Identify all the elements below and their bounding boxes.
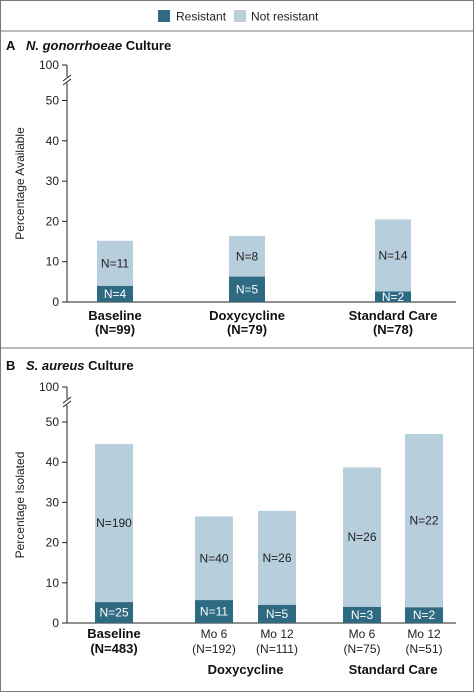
y-tick-label: 20 (46, 536, 60, 550)
category-sublabel: (N=75) (343, 642, 380, 656)
category-sublabel: (N=99) (95, 322, 135, 337)
y-tick-label: 20 (46, 214, 60, 228)
category-label: Baseline (88, 308, 141, 323)
bar-label-resistant: N=5 (266, 607, 289, 621)
y-tick-label: 30 (46, 495, 60, 509)
y-tick-label: 30 (46, 174, 60, 188)
panel-b-title: S. aureus Culture (26, 358, 134, 373)
bar-label-not-resistant: N=26 (347, 530, 376, 544)
category-label: Mo 12 (407, 627, 441, 641)
bar-not-resistant (95, 444, 133, 603)
bar-not-resistant (258, 510, 296, 605)
bar-label-not-resistant: N=190 (96, 516, 132, 530)
category-sublabel: (N=78) (373, 322, 413, 337)
panel-b-header: B S. aureus Culture (6, 358, 134, 373)
bar-label-not-resistant: N=8 (236, 249, 259, 263)
bar-label-resistant: N=2 (382, 290, 405, 304)
category-label: Baseline (87, 626, 140, 641)
category-sublabel: (N=79) (227, 322, 267, 337)
panel-b-letter: B (6, 358, 15, 373)
bar-not-resistant (97, 240, 133, 286)
bar-not-resistant (405, 434, 443, 608)
bar-label-resistant: N=11 (200, 605, 228, 619)
bar-label-resistant: N=4 (104, 287, 127, 301)
category-sublabel: (N=483) (90, 641, 137, 656)
legend-swatch-not-resistant (234, 10, 246, 22)
bar-resistant (97, 285, 133, 302)
bar-resistant (375, 291, 411, 302)
axis-break-mark (62, 400, 72, 408)
y-tick-label: 50 (46, 94, 60, 108)
legend-label-not-resistant: Not resistant (251, 10, 319, 24)
bar-not-resistant (229, 235, 265, 277)
y-axis-label: Percentage Available (13, 127, 27, 240)
category-label: Standard Care (349, 308, 438, 323)
category-sublabel: (N=51) (405, 642, 442, 656)
bar-label-not-resistant: N=14 (378, 248, 407, 262)
panel-a-title: N. gonorrhoeae Culture (26, 38, 171, 53)
bar-resistant (229, 276, 265, 302)
y-tick-label: 0 (52, 295, 59, 309)
axis-break-mark (62, 396, 72, 404)
panel-a-title-organism: N. gonorrhoeae (26, 38, 122, 53)
bar-label-resistant: N=3 (351, 608, 374, 622)
bar-label-not-resistant: N=40 (199, 551, 228, 565)
panel-b-title-rest: Culture (85, 358, 134, 373)
legend-swatch-resistant (158, 10, 170, 22)
y-tick-label: 50 (46, 415, 60, 429)
category-label: Mo 6 (349, 627, 376, 641)
group-label: Standard Care (349, 662, 438, 677)
bar-resistant (343, 606, 381, 623)
bar-not-resistant (343, 467, 381, 607)
bar-resistant (195, 600, 233, 623)
panel-a-title-rest: Culture (122, 38, 171, 53)
category-label: Mo 6 (201, 627, 228, 641)
panel-a-letter: A (6, 38, 16, 53)
bar-resistant (95, 602, 133, 623)
axis-break-mark (62, 78, 72, 86)
y-tick-label: 10 (46, 255, 60, 269)
bar-label-not-resistant: N=22 (409, 514, 438, 528)
bar-not-resistant (195, 516, 233, 601)
axis-break-mark (62, 74, 72, 82)
y-tick-label: 0 (52, 616, 59, 630)
panel-a-plot: 0 10 20 30 40 50 100 Percentage Available N=4 N=1… (13, 58, 456, 337)
bar-resistant (405, 607, 443, 623)
category-label: Mo 12 (260, 627, 294, 641)
y-tick-label: 100 (39, 58, 59, 72)
bar-label-resistant: N=5 (236, 282, 259, 296)
bar-label-not-resistant: N=26 (262, 551, 291, 565)
panel-b-plot: 0 10 20 30 40 50 100 Percentage Isolated N=25 N=1… (13, 380, 456, 677)
y-tick-label: 40 (46, 455, 60, 469)
bar-label-resistant: N=25 (99, 606, 128, 620)
y-tick-label: 10 (46, 576, 60, 590)
bar-label-resistant: N=2 (413, 608, 436, 622)
bar-not-resistant (375, 219, 411, 292)
legend: Resistant Not resistant (158, 10, 319, 24)
panel-a-header: A N. gonorrhoeae Culture (6, 38, 171, 53)
bar-label-not-resistant: N=11 (101, 256, 129, 270)
y-tick-label: 100 (39, 380, 59, 394)
y-axis-label: Percentage Isolated (13, 452, 27, 559)
category-label: Doxycycline (209, 308, 285, 323)
group-label: Doxycycline (208, 662, 284, 677)
panel-b-title-organism: S. aureus (26, 358, 85, 373)
y-tick-label: 40 (46, 134, 60, 148)
bar-resistant (258, 604, 296, 623)
category-sublabel: (N=111) (256, 642, 298, 656)
category-sublabel: (N=192) (192, 642, 236, 656)
legend-label-resistant: Resistant (176, 10, 227, 24)
